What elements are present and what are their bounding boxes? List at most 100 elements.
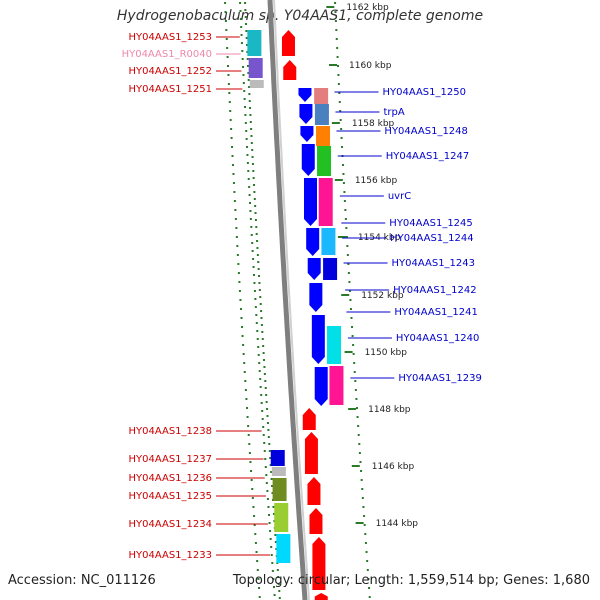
left-gene-label: HY04AAS1_1233 (129, 550, 271, 561)
gene-labels: HY04AAS1_1253 HY04AAS1_R0040 HY04AAS1_1252… (122, 32, 482, 561)
guide-dot (257, 346, 260, 348)
guide-dot (244, 16, 247, 18)
guide-dot (249, 114, 252, 116)
guide-dot (265, 394, 268, 396)
guide-dot (261, 418, 264, 420)
guide-dot (240, 26, 243, 28)
guide-dot (341, 146, 344, 148)
cog-block (271, 467, 286, 476)
left-gene-label: HY04AAS1_1252 (129, 66, 242, 77)
guide-dot (234, 209, 237, 211)
guide-dot (269, 530, 272, 532)
guide-dot (250, 470, 253, 472)
guide-dot (362, 506, 365, 508)
guide-dot (239, 299, 242, 301)
guide-dot (248, 93, 251, 95)
guide-dot (252, 177, 255, 179)
guide-dot (265, 482, 268, 484)
guide-dot (347, 272, 350, 274)
guide-dot (256, 240, 259, 242)
kbp-tick-label: 1150 kbp (365, 348, 408, 358)
guide-dot (264, 387, 267, 389)
guide-dot (269, 464, 272, 466)
guide-dot (354, 380, 357, 382)
guide-dot (270, 478, 273, 480)
guide-dot (353, 362, 356, 364)
guide-dot (265, 474, 268, 476)
guide-dot (239, 10, 242, 12)
guide-dot (225, 29, 228, 31)
guide-dot (348, 290, 351, 292)
guide-dot (338, 101, 341, 103)
guide-dot (239, 2, 242, 4)
guide-dot (257, 578, 260, 580)
feature-ring-guides (224, 2, 371, 599)
guide-dot (342, 173, 345, 175)
gene-label-text: HY04AAS1_R0040 (122, 49, 212, 60)
guide-dot (266, 422, 269, 424)
guide-dot (262, 426, 265, 428)
gene-label-text: HY04AAS1_1239 (398, 373, 481, 384)
guide-dot (227, 65, 230, 67)
guide-dot (229, 119, 232, 121)
guide-dot (259, 378, 262, 380)
forward-strand-gene (283, 60, 297, 80)
guide-dot (253, 191, 256, 193)
guide-dot (235, 227, 238, 229)
guide-dot (227, 74, 230, 76)
guide-dot (252, 266, 255, 268)
cog-block (316, 126, 331, 146)
guide-dot (250, 226, 253, 228)
gene-label-text: HY04AAS1_1245 (389, 218, 472, 229)
gene-label-text: HY04AAS1_1247 (386, 151, 469, 162)
guide-dot (263, 442, 266, 444)
guide-dot (245, 407, 248, 409)
guide-dot (256, 569, 259, 571)
gene-label-text: HY04AAS1_1251 (129, 84, 212, 95)
gene-label-text: HY04AAS1_1236 (129, 473, 212, 484)
gene-label-text: HY04AAS1_1253 (129, 32, 212, 43)
guide-dot (224, 2, 227, 4)
guide-dot (254, 533, 257, 535)
gene-label-text: HY04AAS1_1238 (129, 426, 212, 437)
guide-dot (232, 182, 235, 184)
guide-dot (240, 34, 243, 36)
guide-dot (335, 38, 338, 40)
right-gene-label: HY04AAS1_1240 (347, 333, 479, 344)
reverse-strand-gene (309, 283, 323, 312)
guide-dot (339, 119, 342, 121)
guide-dot (253, 198, 256, 200)
left-gene-label: HY04AAS1_1237 (129, 454, 264, 465)
guide-dot (245, 23, 248, 25)
guide-dot (271, 485, 274, 487)
guide-dot (355, 407, 358, 409)
guide-dot (236, 245, 239, 247)
guide-dot (277, 576, 280, 578)
kbp-tick-label: 1152 kbp (361, 291, 404, 301)
guide-dot (268, 514, 271, 516)
forward-strand-gene (309, 508, 323, 534)
guide-dot (267, 506, 270, 508)
right-gene-label: HY04AAS1_1239 (350, 373, 482, 384)
guide-dot (251, 156, 254, 158)
guide-dot (334, 2, 337, 4)
right-gene-label: trpA (335, 107, 405, 118)
cog-block (327, 326, 342, 364)
guide-dot (254, 306, 257, 308)
guide-dot (250, 479, 253, 481)
gene-label-text: HY04AAS1_1250 (382, 87, 465, 98)
guide-dot (342, 182, 345, 184)
guide-dot (266, 408, 269, 410)
guide-dot (250, 234, 253, 236)
guide-dot (233, 191, 236, 193)
guide-dot (243, 371, 246, 373)
cog-block (329, 366, 344, 405)
gene-label-text: HY04AAS1_1233 (129, 550, 212, 561)
guide-dot (244, 389, 247, 391)
left-gene-label: HY04AAS1_R0040 (122, 49, 241, 60)
reverse-strand-gene (299, 104, 313, 124)
guide-dot (234, 218, 237, 220)
guide-dot (263, 450, 266, 452)
reverse-strand-gene (307, 258, 321, 280)
